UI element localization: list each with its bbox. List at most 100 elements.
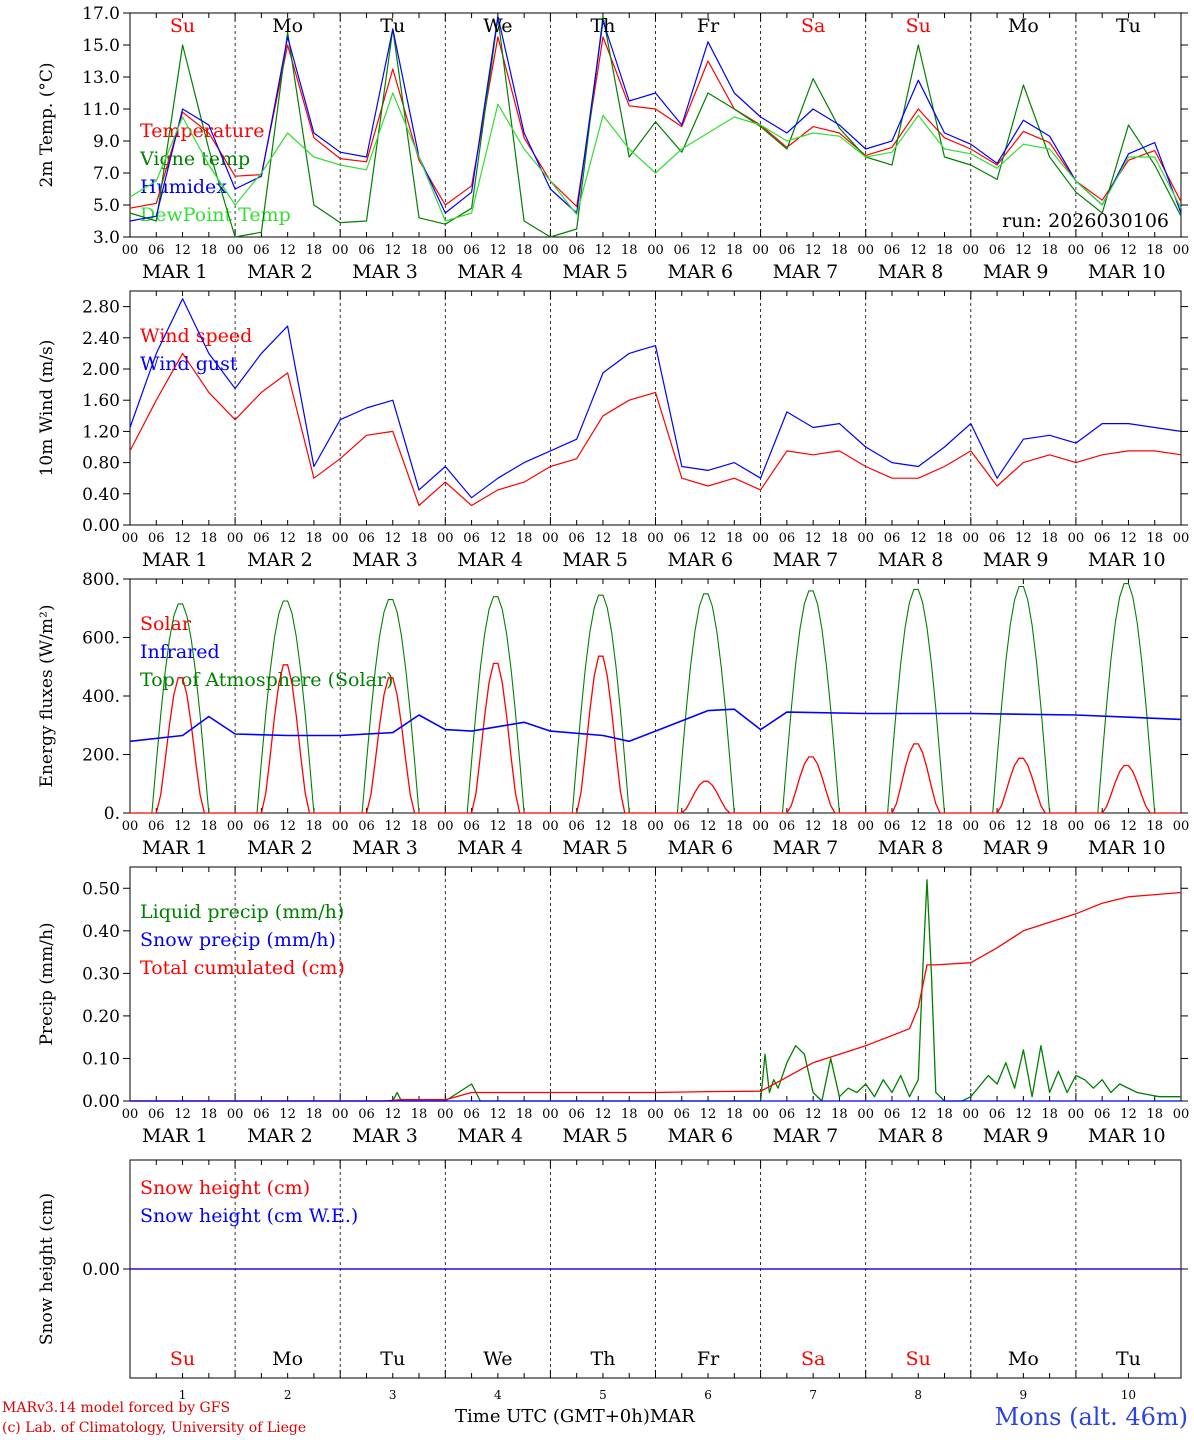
hour-tick-label: 06 xyxy=(253,531,270,546)
hour-tick-label: 06 xyxy=(1094,819,1111,834)
hour-tick-label: 00 xyxy=(1173,531,1190,546)
station-title: Mons (alt. 46m) xyxy=(994,1403,1188,1431)
hour-tick-label: 18 xyxy=(201,1107,218,1122)
hour-tick-label: 18 xyxy=(201,819,218,834)
y-tick-label: 200. xyxy=(82,746,120,766)
hour-tick-label: 00 xyxy=(437,819,454,834)
y-tick-label: 2.40 xyxy=(82,329,120,349)
hour-tick-label: 00 xyxy=(227,243,244,258)
day-name-label: We xyxy=(483,15,512,37)
hour-tick-label: 06 xyxy=(463,819,480,834)
hour-tick-label: 00 xyxy=(963,819,980,834)
lab-credit: (c) Lab. of Climatology, University of L… xyxy=(2,1420,307,1436)
y-tick-label: 9.0 xyxy=(93,132,120,152)
hour-tick-label: 06 xyxy=(253,819,270,834)
date-label: MAR 7 xyxy=(773,261,839,283)
hour-tick-label: 06 xyxy=(1094,1107,1111,1122)
day-name-label: Fr xyxy=(697,15,720,37)
y-axis-label: 10m Wind (m/s) xyxy=(37,340,57,477)
hour-tick-label: 00 xyxy=(963,531,980,546)
hour-tick-label: 12 xyxy=(805,531,822,546)
hour-tick-label: 18 xyxy=(726,243,743,258)
hour-tick-label: 06 xyxy=(779,1107,796,1122)
hour-tick-label: 18 xyxy=(621,531,638,546)
date-label: MAR 10 xyxy=(1088,837,1166,859)
date-label: MAR 1 xyxy=(142,549,208,571)
day-name-label: Th xyxy=(590,15,615,37)
date-label: MAR 3 xyxy=(352,837,418,859)
hour-tick-label: 06 xyxy=(674,243,691,258)
date-label: MAR 9 xyxy=(983,837,1049,859)
hour-tick-label: 00 xyxy=(1068,819,1085,834)
hour-tick-label: 00 xyxy=(647,1107,664,1122)
hour-tick-label: 18 xyxy=(1041,1107,1058,1122)
hour-tick-label: 06 xyxy=(253,1107,270,1122)
series-line xyxy=(129,352,1182,507)
date-label: MAR 6 xyxy=(668,261,734,283)
day-name-label: Tu xyxy=(380,1348,405,1370)
hour-tick-label: 00 xyxy=(332,531,349,546)
hour-tick-label: 18 xyxy=(411,243,428,258)
hour-tick-label: 12 xyxy=(279,1107,296,1122)
day-name-label: Su xyxy=(906,1348,931,1370)
hour-tick-label: 12 xyxy=(1120,243,1137,258)
hour-tick-label: 18 xyxy=(621,243,638,258)
date-label: MAR 4 xyxy=(457,837,523,859)
hour-tick-label: 00 xyxy=(332,1107,349,1122)
day-number-label: 5 xyxy=(599,1388,607,1402)
date-label: MAR 9 xyxy=(983,261,1049,283)
date-label: MAR 7 xyxy=(773,837,839,859)
hour-tick-label: 00 xyxy=(437,243,454,258)
hour-tick-label: 18 xyxy=(201,243,218,258)
day-name-label: Th xyxy=(590,1348,615,1370)
hour-tick-label: 12 xyxy=(384,531,401,546)
hour-tick-label: 18 xyxy=(201,531,218,546)
hour-tick-label: 00 xyxy=(1173,819,1190,834)
date-label: MAR 5 xyxy=(562,837,628,859)
hour-tick-label: 06 xyxy=(884,1107,901,1122)
y-tick-label: 0.00 xyxy=(82,516,120,536)
time-utc-label: Time UTC (GMT+0h) xyxy=(455,1406,650,1427)
hour-tick-label: 06 xyxy=(884,531,901,546)
hour-tick-label: 00 xyxy=(647,531,664,546)
hour-tick-label: 12 xyxy=(490,531,507,546)
hour-tick-label: 06 xyxy=(989,531,1006,546)
hour-tick-label: 00 xyxy=(227,819,244,834)
hour-tick-label: 12 xyxy=(1120,531,1137,546)
hour-tick-label: 18 xyxy=(516,531,533,546)
day-number-label: 2 xyxy=(284,1388,292,1402)
date-label: MAR 4 xyxy=(457,549,523,571)
day-number-label: 4 xyxy=(494,1388,502,1402)
hour-tick-label: 12 xyxy=(595,819,612,834)
y-tick-label: 1.60 xyxy=(82,391,120,411)
day-name-label: Tu xyxy=(1116,15,1141,37)
date-label: MAR 5 xyxy=(562,261,628,283)
hour-tick-label: 00 xyxy=(647,243,664,258)
hour-tick-label: 00 xyxy=(752,531,769,546)
hour-tick-label: 18 xyxy=(1041,243,1058,258)
legend-entry: Infrared xyxy=(140,641,220,663)
y-tick-label: 0. xyxy=(104,804,120,824)
day-number-label: 8 xyxy=(914,1388,922,1402)
hour-tick-label: 18 xyxy=(306,531,323,546)
date-label: MAR 6 xyxy=(668,837,734,859)
day-number-label: 3 xyxy=(389,1388,397,1402)
day-name-label: Tu xyxy=(380,15,405,37)
y-tick-label: 17.0 xyxy=(82,4,120,24)
hour-tick-label: 00 xyxy=(1173,243,1190,258)
date-label: MAR 5 xyxy=(562,549,628,571)
hour-tick-label: 18 xyxy=(831,819,848,834)
hour-tick-label: 06 xyxy=(253,243,270,258)
hour-tick-label: 12 xyxy=(174,1107,191,1122)
hour-tick-label: 18 xyxy=(936,1107,953,1122)
hour-tick-label: 06 xyxy=(1094,531,1111,546)
date-label: MAR 3 xyxy=(352,261,418,283)
hour-tick-label: 18 xyxy=(516,819,533,834)
hour-tick-label: 00 xyxy=(1068,1107,1085,1122)
hour-tick-label: 12 xyxy=(1015,1107,1032,1122)
hour-tick-label: 12 xyxy=(700,819,717,834)
y-tick-label: 0.10 xyxy=(82,1049,120,1069)
hour-tick-label: 06 xyxy=(463,243,480,258)
hour-tick-label: 06 xyxy=(779,531,796,546)
